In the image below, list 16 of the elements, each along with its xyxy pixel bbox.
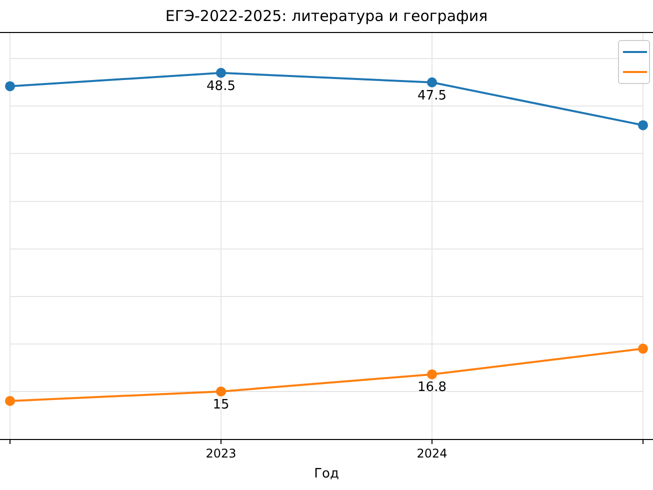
data-label: 15 [212,397,230,412]
chart-title: ЕГЭ-2022-2025: литература и география [165,6,488,25]
point [638,120,648,130]
x-tick-label: 2024 [416,446,448,460]
data-label: 16.8 [418,380,446,396]
point [5,81,15,92]
point [216,386,226,396]
point [5,396,15,406]
point [427,77,437,88]
point [427,369,437,380]
data-label: 48.5 [206,78,236,94]
x-axis-title: Год [314,466,339,482]
point [216,68,226,78]
point [638,344,648,354]
x-tick-label: 2023 [206,446,236,460]
data-label: 47.5 [418,88,446,104]
